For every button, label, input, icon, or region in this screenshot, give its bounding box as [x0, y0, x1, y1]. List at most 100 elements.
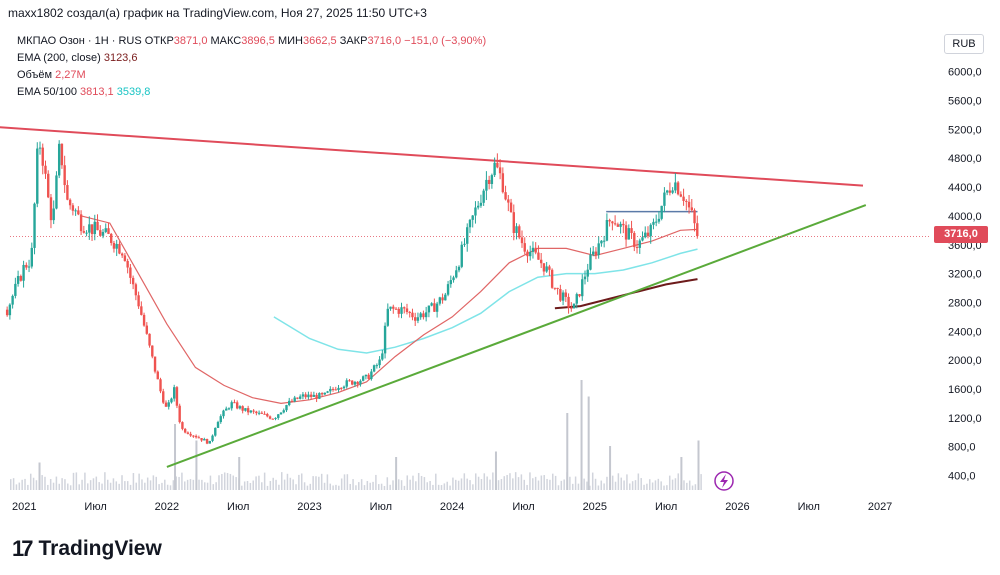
volume-bar [415, 481, 417, 490]
volume-bar [32, 477, 35, 490]
candle-body [342, 386, 346, 389]
candle-body [309, 394, 313, 397]
candle-body [118, 243, 121, 254]
volume-bar [580, 380, 583, 490]
candle-body [104, 228, 107, 232]
lightning-icon[interactable] [714, 471, 734, 491]
volume-bar [238, 478, 240, 490]
volume-bar [10, 479, 12, 490]
volume-bar [67, 483, 69, 490]
volume-bar [81, 479, 83, 490]
candle-body [194, 435, 198, 438]
volume-bar [232, 475, 235, 490]
candle-body [197, 437, 201, 439]
candle-body [504, 192, 507, 200]
volume-bar [668, 475, 671, 490]
candle-body [660, 205, 663, 219]
candle-body [441, 297, 444, 301]
volume-bar [164, 479, 166, 490]
volume-bar [121, 475, 123, 490]
symbol-ohlc-row[interactable]: МКПАО Озон · 1Н · RUS ОТКР3871,0 МАКС389… [17, 33, 486, 50]
volume-bar [503, 476, 506, 490]
volume-bar [403, 485, 406, 490]
volume-bar [61, 478, 63, 490]
candle-body [356, 381, 359, 385]
volume-bar [469, 480, 471, 490]
candle-body [175, 387, 179, 406]
candle-body [567, 296, 570, 308]
volume-bar [192, 479, 195, 490]
candle-body [145, 325, 149, 334]
volume-bar [557, 485, 560, 490]
ema100-value: 3539,8 [116, 86, 151, 98]
volume-bar [223, 472, 226, 490]
volume-bar [509, 473, 511, 490]
candle-body [550, 269, 554, 288]
candle-body [389, 306, 392, 309]
volume-bar [360, 479, 363, 490]
candle-body [301, 394, 305, 397]
volume-bar [574, 476, 577, 490]
candle-body [326, 391, 329, 393]
volume-bar [609, 482, 611, 490]
candle-body [466, 227, 469, 244]
volume-bar [366, 481, 369, 490]
candle-body [430, 303, 433, 306]
volume-bar [335, 484, 337, 490]
volume-bar [169, 485, 172, 490]
y-tick-label: 1200,0 [948, 413, 982, 425]
volume-bar [694, 484, 697, 490]
candle-body [329, 388, 332, 392]
chart-legend: МКПАО Озон · 1Н · RUS ОТКР3871,0 МАКС389… [17, 33, 486, 101]
candle-body [581, 279, 584, 297]
candle-body [151, 345, 154, 357]
candle-body [238, 406, 242, 409]
candle-body [44, 165, 47, 174]
volume-bar [566, 472, 568, 490]
currency-button[interactable]: RUB [944, 34, 984, 54]
candle-body [241, 406, 244, 411]
ema50-100-row[interactable]: EMA 50/100 3813,1 3539,8 [17, 84, 486, 101]
candle-body [16, 276, 20, 284]
candle-body [318, 393, 321, 399]
volume-bar [492, 472, 494, 490]
volume-bar [92, 478, 95, 490]
volume-bar [109, 482, 112, 490]
volume-bar [363, 485, 366, 490]
candle-body [529, 251, 532, 257]
ema200-row[interactable]: EMA (200, close) 3123,6 [17, 50, 486, 67]
volume-bar [329, 483, 332, 490]
volume-bar [269, 480, 272, 490]
candle-body [367, 374, 370, 379]
y-tick-label: 5200,0 [948, 124, 982, 136]
volume-bar [412, 475, 414, 490]
last-price-tag: 3716,0 [934, 226, 988, 243]
volume-bar [554, 475, 557, 490]
candle-body [38, 147, 42, 149]
candle-body [685, 200, 688, 202]
volume-bar [634, 480, 637, 490]
volume-bar [514, 472, 517, 490]
volume-bar [571, 483, 574, 490]
volume-bar [466, 478, 468, 490]
candle-body [107, 228, 110, 234]
volume-bar [631, 481, 634, 490]
volume-bar [146, 477, 149, 490]
candle-body [244, 408, 247, 411]
volume-bar [283, 479, 286, 490]
volume-bar [586, 481, 588, 490]
x-tick-label: Июл [655, 501, 677, 513]
candle-body [433, 303, 436, 312]
volume-bar [241, 485, 243, 490]
candle-body [156, 371, 159, 380]
close-label: ЗАКР [339, 35, 368, 47]
volume-row[interactable]: Объём 2,27M [17, 67, 486, 84]
candle-body [74, 210, 77, 212]
volume-bar [563, 479, 565, 490]
candle-body [424, 312, 428, 318]
candle-body [33, 203, 36, 248]
tradingview-brand[interactable]: 17 TradingView [12, 536, 162, 562]
candle-body [479, 202, 483, 206]
volume-bar [238, 457, 241, 490]
candle-body [348, 380, 351, 382]
